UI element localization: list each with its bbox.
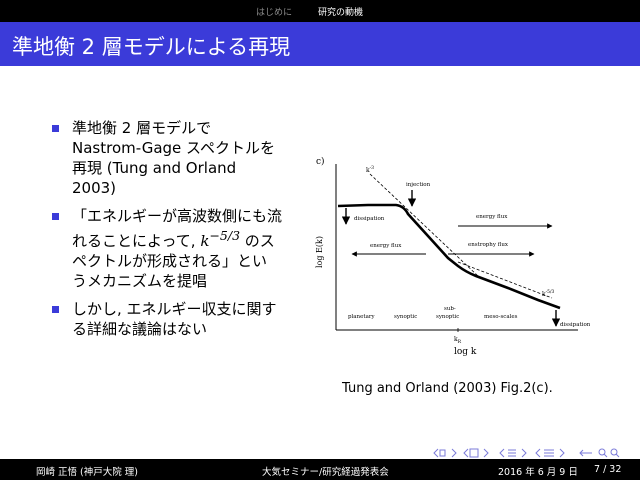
- top-navigation: はじめに 研究の動機: [0, 0, 640, 22]
- bullet-item: しかし, エネルギー収支に関する詳細な議論はない: [52, 299, 282, 339]
- energy-flux-left-label: energy flux: [370, 243, 402, 249]
- bullet-text-after: のスペクトルが形成される」というメカニズムを提唱: [72, 232, 275, 290]
- dissipation-left-label: dissipation: [354, 216, 385, 222]
- x-axis-label: log k: [454, 347, 477, 357]
- bullet-text: 準地衡 2 層モデルで Nastrom-Gage スペクトルを再現 (Tung …: [72, 119, 275, 197]
- kr-label: kR: [454, 336, 462, 345]
- bullet-marker-icon: [52, 213, 59, 220]
- slope-k53-label: k-5/3: [542, 289, 555, 298]
- nav-frame-prev-icon[interactable]: [433, 448, 457, 458]
- sub-synoptic-label-1: sub-: [444, 306, 456, 312]
- slide-title: 準地衡 2 層モデルによる再現: [12, 35, 291, 59]
- bullet-list: 準地衡 2 層モデルで Nastrom-Gage スペクトルを再現 (Tung …: [52, 118, 282, 347]
- figure-caption: Tung and Orland (2003) Fig.2(c).: [342, 381, 553, 396]
- math-exponent: −5/3: [209, 228, 241, 243]
- enstrophy-flux-label: enstrophy flux: [468, 242, 509, 248]
- nav-section-intro[interactable]: はじめに: [256, 8, 293, 18]
- bullet-text: しかし, エネルギー収支に関する詳細な議論はない: [72, 300, 277, 338]
- slope-k3-label: k-3: [366, 165, 374, 174]
- slope-line-k3: [369, 173, 479, 277]
- spectrum-figure: c) log E(k) log k k-3 k-5/3 injection di…: [308, 150, 591, 362]
- footer-event: 大気セミナー/研究経過発表会: [262, 467, 389, 478]
- bullet-text-before: 「エネルギーが高波数側にも流れることによって,: [72, 207, 283, 250]
- injection-label: injection: [406, 182, 431, 188]
- math-k: k: [200, 232, 210, 250]
- planetary-label: planetary: [348, 314, 375, 320]
- sub-synoptic-label-2: synoptic: [436, 314, 459, 320]
- spectrum-diagram: c) log E(k) log k k-3 k-5/3 injection di…: [315, 156, 591, 357]
- nav-section-icon[interactable]: [499, 448, 527, 458]
- beamer-navigation-symbols: [432, 444, 632, 458]
- title-bar: 準地衡 2 層モデルによる再現: [0, 22, 640, 66]
- dissipation-right-label: dissipation: [560, 322, 590, 328]
- footer-date: 2016 年 6 月 9 日: [498, 467, 578, 478]
- bullet-item: 準地衡 2 層モデルで Nastrom-Gage スペクトルを再現 (Tung …: [52, 118, 282, 198]
- spectrum-curve: [337, 203, 561, 310]
- bullet-marker-icon: [52, 306, 59, 313]
- y-axis-label: log E(k): [315, 236, 324, 268]
- panel-label: c): [316, 156, 325, 167]
- synoptic-label: synoptic: [394, 314, 417, 320]
- meso-scales-label: meso-scales: [484, 314, 518, 320]
- footer-bar: 岡崎 正悟 (神戸大院 理) 大気セミナー/研究経過発表会 2016 年 6 月…: [0, 459, 640, 480]
- energy-flux-right-label: energy flux: [476, 214, 508, 220]
- bullet-item: 「エネルギーが高波数側にも流れることによって, k−5/3 のスペクトルが形成さ…: [52, 206, 282, 291]
- nav-document-icon[interactable]: [535, 448, 565, 458]
- nav-back-icon[interactable]: [579, 449, 592, 457]
- footer-author: 岡崎 正悟 (神戸大院 理): [36, 467, 138, 478]
- slope-line-k53: [457, 261, 553, 299]
- nav-section-research[interactable]: 研究の動機: [318, 8, 364, 18]
- bullet-marker-icon: [52, 125, 59, 132]
- footer-page-number: 7 / 32: [594, 464, 622, 475]
- nav-search-icon[interactable]: [598, 448, 620, 458]
- nav-subsection-icon[interactable]: [463, 448, 489, 458]
